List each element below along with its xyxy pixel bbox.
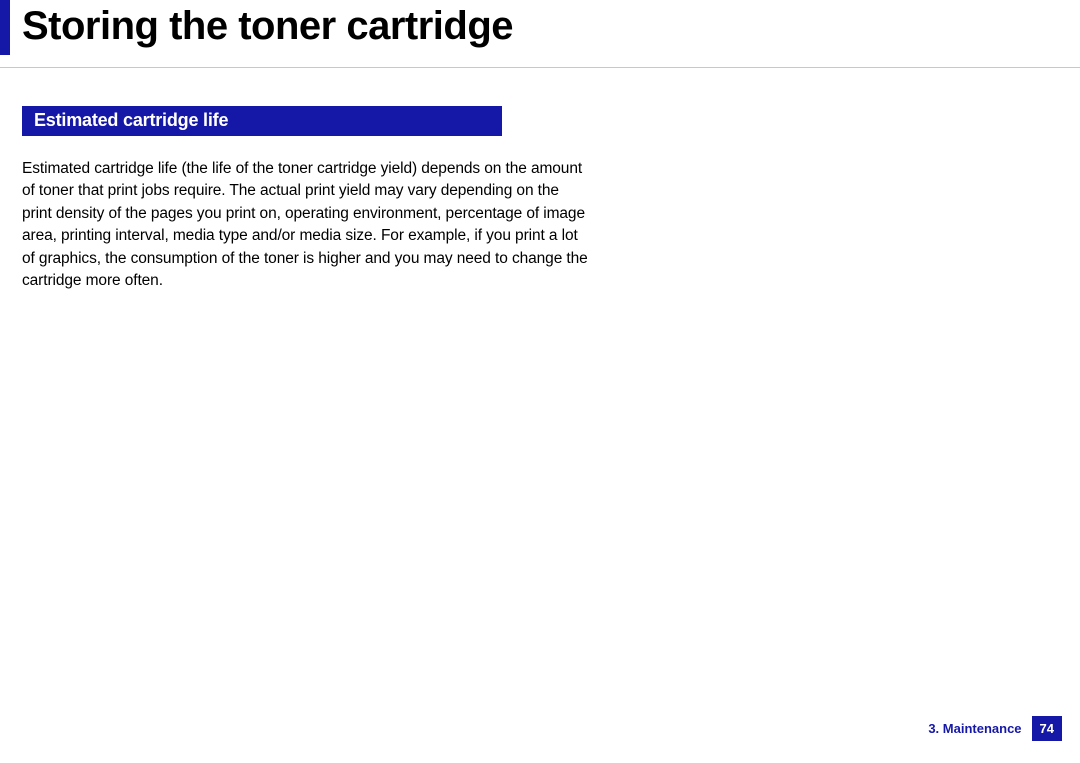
section-title: Estimated cartridge life bbox=[22, 106, 502, 136]
header-accent-bar bbox=[0, 0, 10, 55]
page-header: Storing the toner cartridge bbox=[0, 0, 1080, 68]
page-footer: 3. Maintenance 74 bbox=[928, 716, 1062, 741]
footer-page-number: 74 bbox=[1032, 716, 1062, 741]
page-title: Storing the toner cartridge bbox=[22, 4, 513, 49]
footer-chapter-label: 3. Maintenance bbox=[928, 721, 1021, 736]
section-body-text: Estimated cartridge life (the life of th… bbox=[22, 158, 592, 293]
content-area: Estimated cartridge life Estimated cartr… bbox=[0, 68, 1080, 293]
